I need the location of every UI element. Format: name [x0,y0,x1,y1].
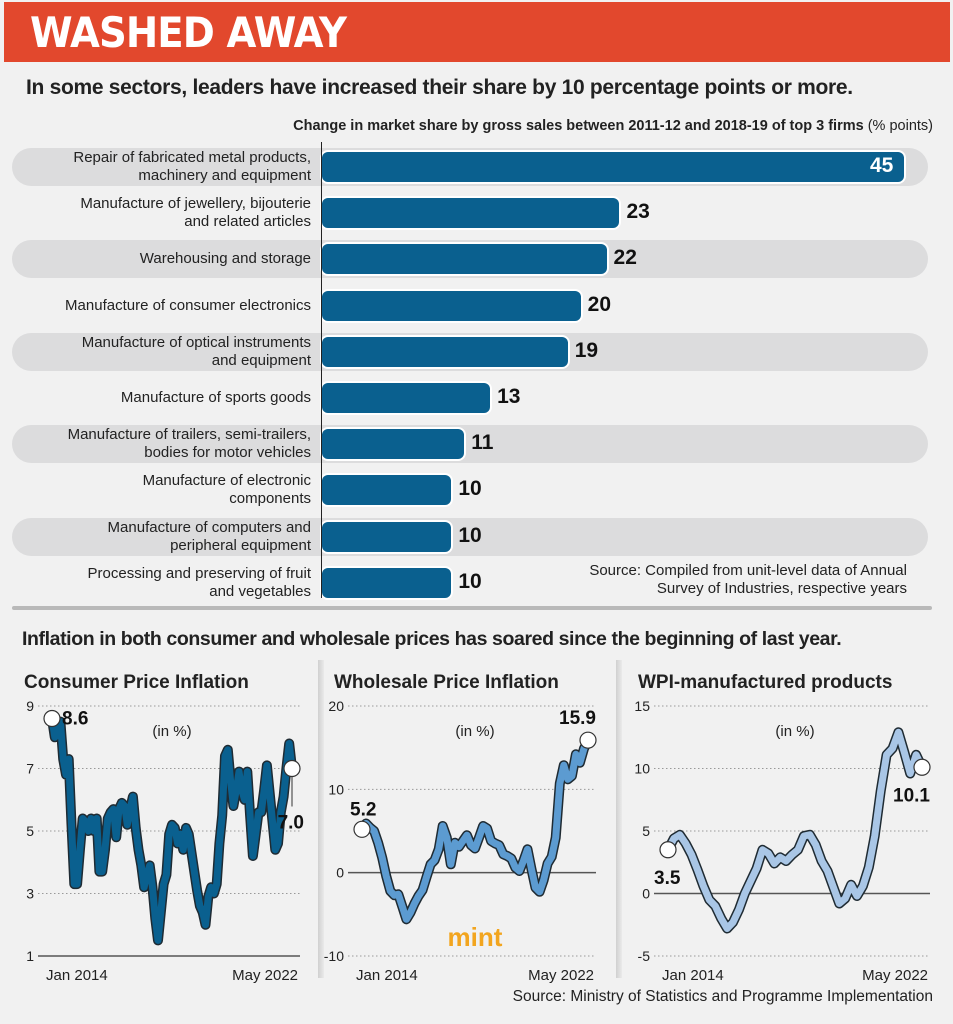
series-line [48,715,296,944]
bar-value-label: 19 [574,338,599,362]
bar-category-label: Manufacture of optical instruments and eq… [81,333,311,369]
bar-value-label: 10 [458,569,482,593]
bar-axis-line [321,142,322,598]
bar-caption-unit: (% points) [863,118,933,134]
bar-caption-main: Change in market share by gross sales be… [293,118,864,134]
wpi-panel: Wholesale Price Inflation -10 0 10 20 5.2 15.… [324,664,610,984]
bar [322,383,491,413]
y-tick-label: 10 [634,761,650,777]
bar-category-label: Repair of fabricated metal products, mach… [73,149,311,184]
line-chart-svg: -5 0 5 10 15 3.5 10.1 (in %) Jan 2014 May 2022 [634,698,931,984]
start-value-label: 8.6 [62,709,88,730]
y-tick-label: 15 [634,698,650,714]
series-line [358,736,592,923]
y-tick-label: 0 [336,865,344,881]
y-tick-label: 0 [642,886,650,902]
bar [322,336,568,367]
y-tick-label: 5 [26,823,34,839]
panel-separator [318,660,324,978]
bar-row-background [12,517,928,556]
cpi-chart-title: Consumer Price Inflation [24,672,249,693]
line-chart-svg: 1 3 5 7 9 8.6 7.0 (in %) Jan 2014 May 2022 [26,698,304,984]
wpi-chart-title: Wholesale Price Inflation [334,672,559,693]
line-chart-svg: -10 0 10 20 5.2 15.9 (in %) Jan 2014 May 2022 min… [324,698,597,984]
bar [322,521,452,552]
bar-value-label: 11 [471,431,494,455]
bar-source-line2: Survey of Industries, respective years [656,580,907,597]
x-end-label: May 2022 [862,967,928,984]
series-line [664,728,926,932]
inflation-section-subtitle: Inflation in both consumer and wholesale… [22,628,842,650]
y-tick-label: 3 [26,886,34,902]
bar [322,152,904,182]
y-tick-label: -5 [638,948,651,964]
bar-value-label: 20 [587,292,612,316]
y-tick-label: 10 [328,781,344,797]
y-tick-label: -10 [324,948,344,964]
cpi-panel: Consumer Price Inflation 1 3 5 7 9 8.6 7.0 (in … [24,664,314,984]
mint-logo: mint [448,922,503,952]
bar [322,475,452,506]
y-tick-label: 1 [26,948,34,964]
y-tick-label: 7 [26,761,34,777]
bar-chart-caption: Change in market share by gross sales be… [293,118,933,134]
end-point-marker [579,731,597,749]
bar [322,567,452,598]
start-value-label: 5.2 [350,799,376,820]
bar-value-label: 10 [458,477,482,501]
unit-label: (in %) [775,723,814,740]
end-point-marker [913,758,931,776]
end-value-label: 7.0 [278,813,304,834]
bar-section-subtitle: In some sectors, leaders have increased … [26,76,853,99]
end-point-marker [283,759,301,778]
bar-category-label: Manufacture of electronic components [142,472,311,508]
bar-source: Source: Compiled from unit-level data of… [589,562,907,598]
section-divider [12,606,932,610]
x-start-label: Jan 2014 [356,967,418,984]
bar-category-label: Manufacture of trailers, semi-trailers, b… [67,426,311,462]
x-end-label: May 2022 [528,967,594,984]
inflation-source: Source: Ministry of Statistics and Progr… [512,988,933,1005]
end-value-label: 15.9 [559,708,596,729]
unit-label: (in %) [152,723,191,740]
wpi-mfg-panel: WPI-manufactured products -5 0 5 10 15 3.5 10.… [634,664,938,984]
bar-chart: Repair of fabricated metal products, mach… [0,142,953,604]
bar-category-label: Warehousing and storage [139,250,311,268]
bar-category-label: Manufacture of sports goods [120,389,311,406]
bar-category-label: Manufacture of computers and peripheral e… [107,518,311,554]
y-tick-label: 9 [26,698,34,714]
y-tick-label: 5 [642,823,650,839]
start-point-marker [659,841,677,859]
bar-source-line1: Source: Compiled from unit-level data of… [589,562,907,579]
x-start-label: Jan 2014 [662,967,724,984]
bar-value-label: 22 [613,246,637,270]
bar [322,244,607,275]
start-point-marker [43,709,61,728]
bar [322,290,581,321]
title-banner: WASHED AWAY [4,2,950,62]
bar-category-label: Processing and preserving of fruit and ve… [87,564,311,600]
start-point-marker [353,820,371,838]
bar [322,198,620,229]
x-end-label: May 2022 [232,967,298,984]
bar [322,429,465,460]
bar-category-label: Manufacture of consumer electronics [65,296,311,314]
bar-value-label: 10 [458,523,482,547]
panel-separator [616,660,622,978]
bar-value-label: 13 [497,385,521,408]
bar-value-label: 45 [870,154,894,177]
bar-row-background [12,425,928,464]
wpi-mfg-chart-title: WPI-manufactured products [638,672,893,693]
start-value-label: 3.5 [654,868,681,889]
page-title: WASHED AWAY [30,8,347,57]
end-value-label: 10.1 [893,785,930,806]
bar-value-label: 23 [626,200,650,224]
x-start-label: Jan 2014 [46,967,108,984]
bar-category-label: Manufacture of jewellery, bijouterie and … [80,195,311,231]
y-tick-label: 20 [328,698,344,714]
unit-label: (in %) [455,723,494,740]
